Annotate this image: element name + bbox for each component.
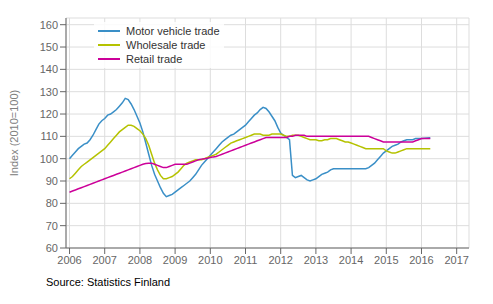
svg-text:2013: 2013 bbox=[304, 254, 328, 266]
svg-text:2015: 2015 bbox=[374, 254, 398, 266]
svg-text:150: 150 bbox=[40, 41, 58, 53]
svg-text:2017: 2017 bbox=[444, 254, 468, 266]
svg-text:Index (2010=100): Index (2010=100) bbox=[8, 90, 20, 177]
svg-text:110: 110 bbox=[40, 130, 58, 142]
svg-text:120: 120 bbox=[40, 108, 58, 120]
svg-text:160: 160 bbox=[40, 19, 58, 31]
svg-text:2006: 2006 bbox=[57, 254, 81, 266]
html-text:Source: Statistics Finland: Source: Statistics Finland bbox=[46, 276, 171, 288]
svg-text:100: 100 bbox=[40, 153, 58, 165]
html-text:Motor vehicle trade: Motor vehicle trade bbox=[126, 25, 220, 37]
svg-text:2009: 2009 bbox=[163, 254, 187, 266]
svg-text:2012: 2012 bbox=[268, 254, 292, 266]
svg-text:140: 140 bbox=[40, 63, 58, 75]
svg-text:2010: 2010 bbox=[198, 254, 222, 266]
svg-text:60: 60 bbox=[46, 242, 58, 254]
html-text:Wholesale trade: Wholesale trade bbox=[126, 39, 206, 51]
svg-text:90: 90 bbox=[46, 175, 58, 187]
svg-text:2014: 2014 bbox=[339, 254, 363, 266]
svg-text:130: 130 bbox=[40, 86, 58, 98]
svg-text:2008: 2008 bbox=[128, 254, 152, 266]
svg-text:70: 70 bbox=[46, 220, 58, 232]
svg-text:2016: 2016 bbox=[409, 254, 433, 266]
html-text:Retail trade: Retail trade bbox=[126, 53, 183, 65]
svg-text:2011: 2011 bbox=[234, 254, 258, 266]
svg-text:2007: 2007 bbox=[92, 254, 116, 266]
svg-text:80: 80 bbox=[46, 197, 58, 209]
